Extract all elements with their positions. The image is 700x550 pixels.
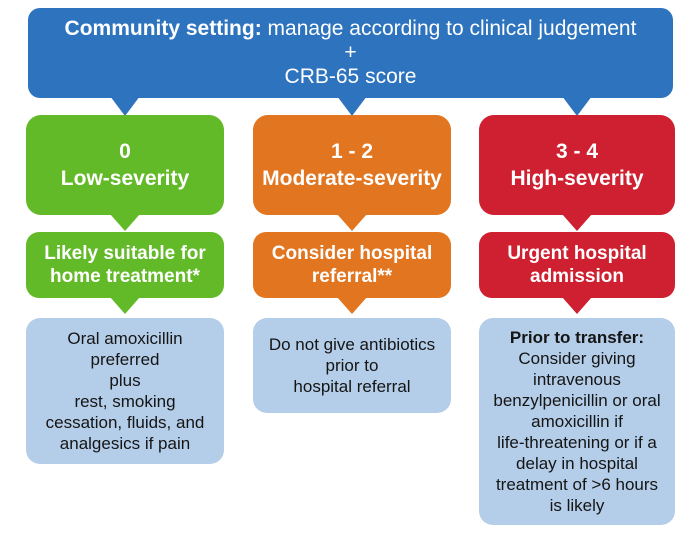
banner-score-label: CRB-65 score [284, 65, 417, 88]
banner-plus: + [344, 41, 357, 64]
severity-tail-high [562, 214, 592, 231]
action-tail-low [110, 297, 140, 314]
banner-title-line: Community setting: manage according to c… [65, 17, 637, 41]
detail-text: Do not give antibiotics prior to hospita… [268, 335, 436, 396]
severity-box-high: 3 - 4 High-severity [479, 115, 675, 215]
severity-score: 0 [119, 140, 131, 163]
detail-text: Oral amoxicillin preferred plus rest, sm… [45, 329, 205, 453]
severity-score: 3 - 4 [555, 140, 599, 163]
detail-text: Consider giving intravenous benzylpenici… [493, 349, 661, 515]
severity-score: 1 - 2 [330, 140, 374, 163]
banner-title-bold: Community setting: [64, 17, 262, 40]
banner-title-rest: manage according to clinical judgement [261, 17, 637, 40]
severity-label: Low-severity [60, 167, 190, 190]
action-box-low: Likely suitable for home treatment* [26, 232, 224, 298]
severity-label: High-severity [510, 167, 644, 190]
connector-arrow-moderate [337, 96, 367, 116]
severity-tail-low [110, 214, 140, 231]
severity-box-low: 0 Low-severity [26, 115, 224, 215]
detail-box-moderate: Do not give antibiotics prior to hospita… [253, 318, 451, 413]
severity-box-moderate: 1 - 2 Moderate-severity [253, 115, 451, 215]
detail-title: Prior to transfer: [509, 328, 645, 347]
detail-box-high: Prior to transfer: Consider giving intra… [479, 318, 675, 525]
connector-arrow-low [110, 96, 140, 116]
detail-box-low: Oral amoxicillin preferred plus rest, sm… [26, 318, 224, 464]
connector-arrow-high [562, 96, 592, 116]
severity-label: Moderate-severity [262, 167, 442, 190]
action-box-moderate: Consider hospital referral** [253, 232, 451, 298]
action-tail-moderate [337, 297, 367, 314]
community-setting-banner: Community setting: manage according to c… [28, 8, 673, 98]
action-tail-high [562, 297, 592, 314]
severity-tail-moderate [337, 214, 367, 231]
action-box-high: Urgent hospital admission [479, 232, 675, 298]
